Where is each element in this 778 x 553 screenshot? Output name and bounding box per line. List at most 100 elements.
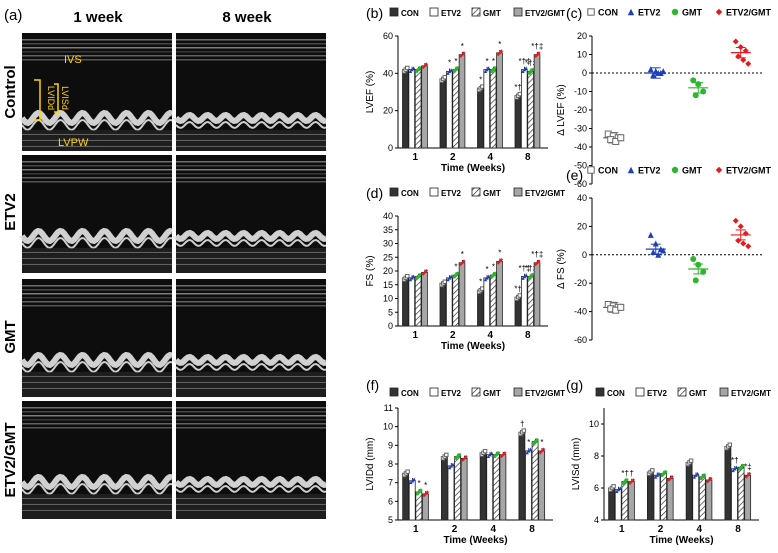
chart-d-data-point bbox=[537, 259, 541, 263]
chart-f-data-point bbox=[528, 447, 533, 451]
chart-d-significance-mark: * bbox=[461, 250, 464, 259]
chart-d-y-tick-label: 35 bbox=[383, 225, 393, 235]
chart-e-data-point bbox=[700, 268, 707, 275]
chart-b-data-point bbox=[496, 52, 500, 57]
chart-f-data-point bbox=[489, 451, 494, 455]
chart-c-legend-label: ETV2/GMT bbox=[726, 8, 772, 18]
chart-e-panel-label: (e) bbox=[566, 167, 583, 183]
chart-b-data-point bbox=[442, 75, 447, 80]
chart-f-data-point bbox=[521, 428, 527, 433]
chart-g-legend-label: ETV2 bbox=[647, 389, 668, 398]
chart-d-x-tick-label: 2 bbox=[450, 330, 456, 341]
chart-b-bar-ETV2-1 bbox=[408, 69, 416, 149]
chart-f-data-point bbox=[464, 455, 468, 459]
chart-d-legend-swatch-0 bbox=[389, 187, 399, 197]
chart-c-data-point bbox=[732, 38, 739, 45]
chart-g-significance-mark: *‡ bbox=[744, 462, 752, 471]
chart-b-significance-mark: * bbox=[479, 75, 482, 84]
chart-g-legend-swatch-0 bbox=[595, 387, 605, 397]
chart-c: (c) CON ETV2 GMT ETV2/GMT -60 -50 -40 -30 -20 -10 0… bbox=[556, 5, 772, 189]
chart-d-significance-mark: * bbox=[454, 262, 457, 271]
chart-c-y-tick-label: 20 bbox=[577, 31, 587, 41]
chart-b-significance-mark: *† bbox=[514, 83, 522, 92]
chart-b-bar-GMT-8 bbox=[527, 71, 534, 149]
chart-e-data-point bbox=[735, 237, 742, 244]
chart-g-x-label: Time (Weeks) bbox=[649, 535, 713, 546]
chart-b-y-tick-label: 60 bbox=[383, 31, 393, 41]
chart-d-bar-ETV2GMT-4 bbox=[496, 260, 503, 327]
chart-d-bar-ETV2-8 bbox=[520, 276, 528, 327]
chart-e-data-point bbox=[695, 261, 702, 268]
chart-f-y-tick-label: 11 bbox=[384, 403, 393, 413]
chart-c-data-point bbox=[692, 92, 699, 99]
chart-b-bar-CON-4 bbox=[477, 87, 484, 149]
chart-c-data-point bbox=[612, 137, 620, 145]
chart-b-x-tick-label: 4 bbox=[487, 152, 493, 163]
chart-f-data-point bbox=[444, 452, 449, 458]
chart-d-legend-label: CON bbox=[401, 189, 419, 198]
chart-f-bar-ETV2GMT-8 bbox=[538, 450, 546, 521]
chart-e-legend-marker-0 bbox=[587, 166, 595, 174]
chart-b-bar-CON-2 bbox=[439, 78, 447, 149]
chart-c-data-point bbox=[650, 71, 657, 78]
chart-b-x-tick-label: 2 bbox=[450, 152, 456, 163]
chart-d-legend-swatch-2 bbox=[471, 187, 481, 197]
chart-b-bar-ETV2GMT-1 bbox=[421, 65, 428, 149]
chart-f-significance-mark: * bbox=[527, 438, 530, 447]
chart-b-data-point bbox=[411, 66, 416, 70]
chart-c-y-tick-label: -30 bbox=[574, 124, 587, 134]
chart-e-y-tick-label: 40 bbox=[577, 193, 587, 203]
chart-b-legend-label: ETV2/GMT bbox=[525, 9, 565, 18]
chart-g-y-tick-label: 6 bbox=[594, 483, 599, 493]
chart-b-bar-GMT-2 bbox=[452, 69, 459, 149]
chart-e-legend-label: ETV2 bbox=[638, 166, 661, 176]
chart-b-data-point bbox=[524, 66, 528, 70]
chart-e: (e) CON ETV2 GMT ETV2/GMT -60 -40 -20 0 20 40 Δ FS … bbox=[556, 166, 772, 346]
chart-g-bar-ETV2-4 bbox=[692, 474, 700, 521]
chart-c-data-point bbox=[617, 134, 625, 142]
chart-g-significance-mark: † bbox=[629, 469, 633, 478]
chart-f-bar-GMT-1 bbox=[415, 491, 423, 521]
chart-e-legend-marker-3 bbox=[715, 166, 723, 174]
chart-d-x-tick-label: 8 bbox=[525, 330, 531, 341]
chart-b-bar-CON-8 bbox=[514, 95, 522, 149]
chart-g-bar-ETV2GMT-4 bbox=[705, 479, 713, 521]
chart-g-data-point bbox=[709, 476, 713, 481]
chart-f-y-tick-label: 10 bbox=[383, 422, 393, 432]
chart-f-bar-GMT-2 bbox=[454, 456, 461, 521]
chart-c-y-tick-label: -60 bbox=[574, 179, 587, 189]
chart-f-data-point bbox=[419, 488, 423, 493]
chart-f-data-point bbox=[412, 477, 416, 481]
chart-e-data-point bbox=[690, 256, 697, 263]
chart-f-bar-ETV2GMT-4 bbox=[499, 454, 507, 521]
echo-image bbox=[19, 279, 173, 397]
chart-g-bar-ETV2GMT-8 bbox=[744, 474, 752, 521]
chart-d-y-tick-label: 25 bbox=[383, 252, 393, 262]
chart-b-data-point bbox=[498, 51, 502, 55]
chart-g-y-tick-label: 4 bbox=[594, 515, 599, 525]
chart-b-data-point bbox=[460, 52, 465, 57]
chart-b-legend-label: ETV2 bbox=[441, 9, 462, 18]
chart-g-data-point bbox=[611, 484, 616, 489]
annotation-lvpw: LVPW bbox=[58, 137, 89, 149]
chart-e-data-point bbox=[737, 223, 744, 230]
chart-f-data-point bbox=[482, 448, 488, 454]
chart-d-bar-ETV2GMT-2 bbox=[458, 262, 466, 327]
chart-c-data-point bbox=[660, 68, 667, 75]
chart-d-significance-mark: * bbox=[492, 262, 495, 271]
chart-f: (f) CON ETV2 GMT ETV2/GMT 5 6 7 8 9 10 11 LVIDd (mm)… bbox=[365, 377, 565, 546]
chart-d-significance-mark: * bbox=[486, 265, 489, 274]
chart-d-data-point bbox=[424, 269, 429, 273]
chart-g-bar-GMT-2 bbox=[660, 473, 667, 521]
chart-c-y-label: Δ LVEF (%) bbox=[556, 84, 567, 136]
chart-d-data-point bbox=[442, 279, 447, 284]
chart-f-x-label: Time (Weeks) bbox=[443, 535, 507, 546]
chart-d-significance-mark: * bbox=[479, 278, 482, 287]
chart-g-legend-swatch-1 bbox=[635, 387, 645, 397]
chart-g-data-point bbox=[695, 471, 700, 476]
chart-b-bar-CON-1 bbox=[402, 69, 409, 149]
echo-image bbox=[173, 33, 327, 151]
chart-f-legend-swatch-0 bbox=[389, 387, 399, 397]
chart-g-data-point bbox=[657, 471, 661, 476]
chart-b-significance-mark: * bbox=[492, 57, 495, 66]
